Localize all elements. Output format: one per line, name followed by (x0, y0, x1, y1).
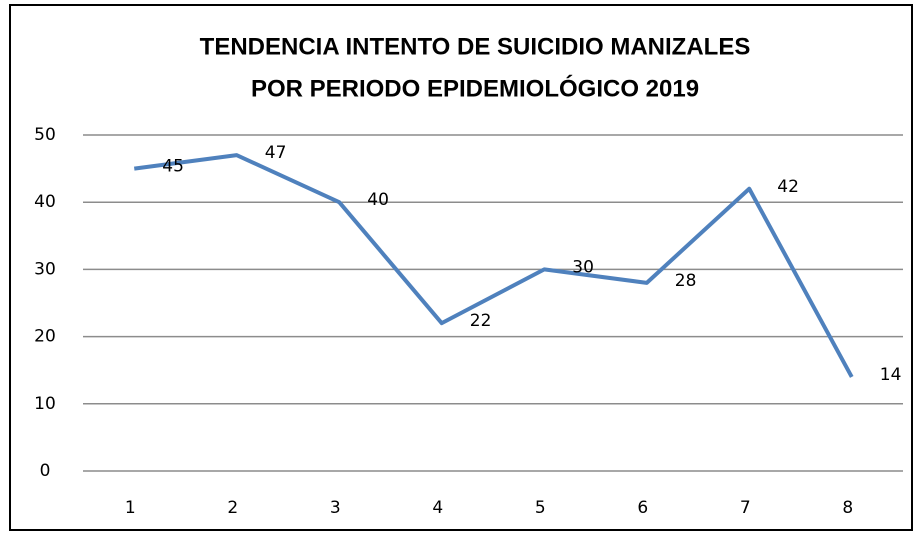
data-label: 14 (880, 365, 902, 385)
chart-title: TENDENCIA INTENTO DE SUICIDIO MANIZALES (200, 33, 751, 60)
data-label: 42 (777, 177, 799, 197)
x-tick-label: 5 (535, 498, 546, 518)
data-label: 45 (162, 157, 184, 177)
data-label: 47 (265, 143, 287, 163)
y-tick-label: 20 (34, 327, 56, 347)
x-tick-label: 2 (227, 498, 238, 518)
x-tick-label: 4 (432, 498, 443, 518)
y-tick-label: 0 (40, 461, 51, 481)
chart-border (9, 4, 913, 531)
x-tick-label: 3 (330, 498, 341, 518)
data-label: 40 (367, 190, 389, 210)
y-tick-label: 10 (34, 394, 56, 414)
data-label: 22 (470, 311, 492, 331)
x-tick-label: 7 (740, 498, 751, 518)
x-tick-label: 8 (842, 498, 853, 518)
y-tick-label: 40 (34, 192, 56, 212)
y-tick-label: 30 (34, 259, 56, 279)
data-label: 30 (572, 257, 594, 277)
chart-title: POR PERIODO EPIDEMIOLÓGICO 2019 (251, 74, 699, 102)
y-tick-label: 50 (34, 125, 56, 145)
data-label: 28 (675, 271, 697, 291)
data-line (133, 153, 854, 378)
x-tick-label: 1 (125, 498, 136, 518)
x-tick-label: 6 (637, 498, 648, 518)
